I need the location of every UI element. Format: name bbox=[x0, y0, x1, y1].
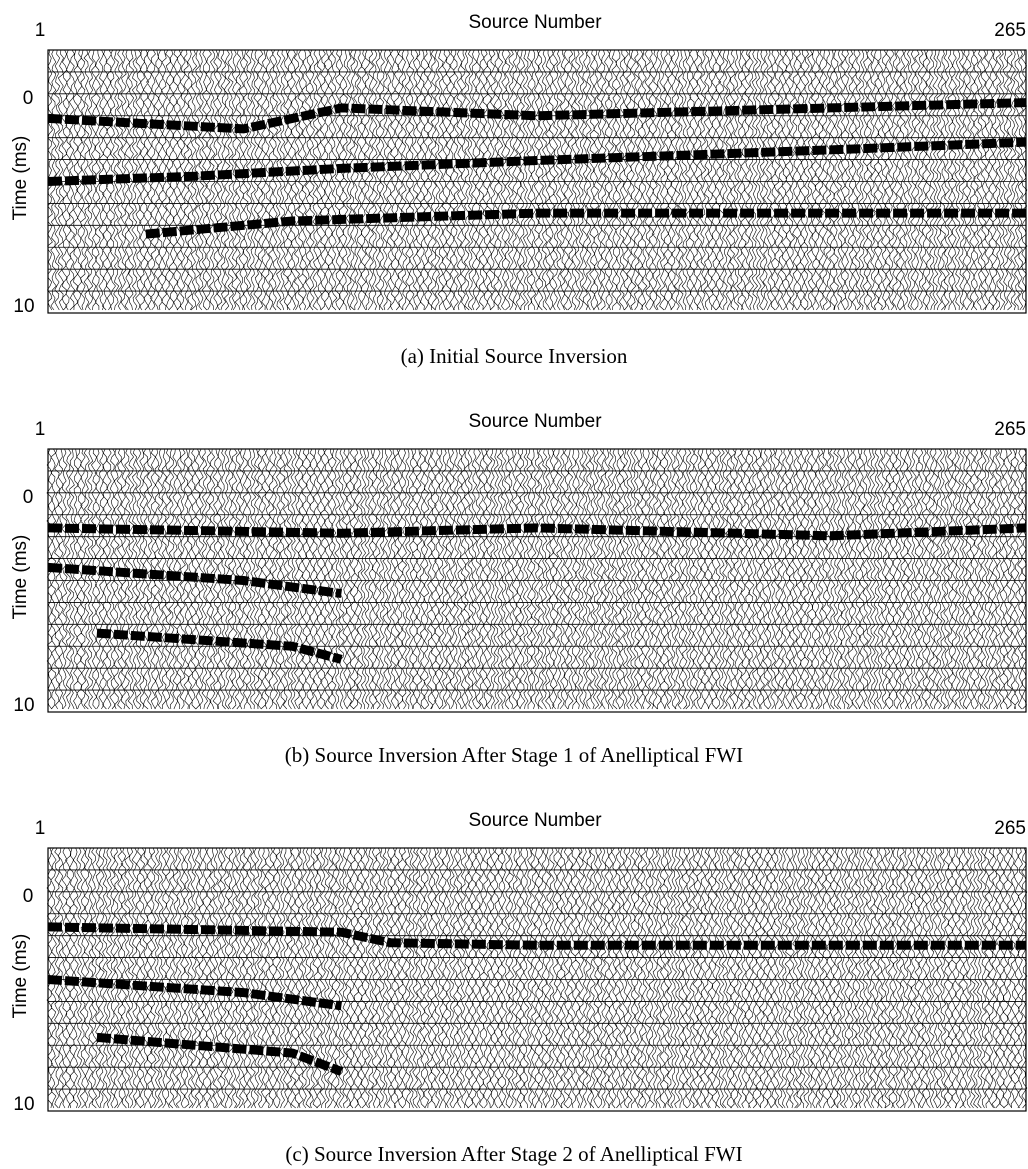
y-axis-label: Time (ms) bbox=[10, 136, 31, 221]
y-bottom-label: 10 bbox=[13, 296, 34, 317]
x-end-label: 265 bbox=[994, 419, 1026, 440]
x-end-label: 265 bbox=[994, 818, 1026, 839]
x-axis-label: Source Number bbox=[468, 411, 602, 432]
y-top-label: 0 bbox=[23, 886, 34, 907]
y-bottom-label: 10 bbox=[13, 695, 34, 716]
y-top-label: 0 bbox=[23, 487, 34, 508]
seismic-event bbox=[96, 1032, 343, 1076]
x-start-label: 1 bbox=[35, 818, 46, 839]
seismic-event bbox=[47, 98, 1027, 134]
caption: (b) Source Inversion After Stage 1 of An… bbox=[285, 743, 743, 767]
panel: Source Number 1 265 0 10 Time (ms) (a) Initial… bbox=[10, 12, 1028, 368]
x-axis-label: Source Number bbox=[468, 12, 602, 33]
x-end-label: 265 bbox=[994, 20, 1026, 41]
y-axis-label: Time (ms) bbox=[10, 934, 31, 1019]
seismic-event bbox=[47, 975, 343, 1011]
plot-frame bbox=[47, 49, 1027, 314]
y-axis-label: Time (ms) bbox=[10, 535, 31, 620]
seismic-event bbox=[47, 137, 1027, 186]
seismic-event bbox=[145, 208, 1026, 239]
plot-frame bbox=[47, 847, 1027, 1112]
panel: Source Number 1 265 0 10 Time (ms) (c) Source … bbox=[10, 810, 1028, 1166]
seismic-traces bbox=[46, 847, 1028, 1109]
x-start-label: 1 bbox=[35, 419, 46, 440]
x-start-label: 1 bbox=[35, 20, 46, 41]
caption: (a) Initial Source Inversion bbox=[401, 344, 628, 368]
y-bottom-label: 10 bbox=[13, 1094, 34, 1115]
y-top-label: 0 bbox=[23, 88, 34, 109]
plot-frame bbox=[47, 448, 1027, 713]
seismic-event bbox=[47, 922, 1026, 950]
seismic-event bbox=[47, 523, 1027, 541]
x-axis-label: Source Number bbox=[468, 810, 602, 831]
caption: (c) Source Inversion After Stage 2 of An… bbox=[285, 1142, 742, 1166]
panel: Source Number 1 265 0 10 Time (ms) (b) Source … bbox=[10, 411, 1028, 767]
